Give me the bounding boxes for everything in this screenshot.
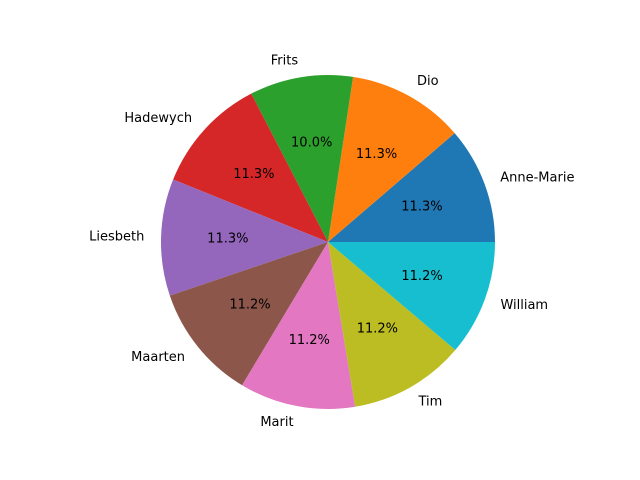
pie-slice-marit xyxy=(242,242,356,410)
slice-percent-liesbeth: 11.3% xyxy=(207,232,248,247)
slice-label-tim: Tim xyxy=(418,394,443,409)
slice-label-maarten: Maarten xyxy=(131,350,185,365)
pie-slice-frits xyxy=(251,75,354,242)
slice-percent-william: 11.2% xyxy=(401,269,442,284)
slice-percent-anne-marie: 11.3% xyxy=(401,200,442,215)
slice-label-william: William xyxy=(500,298,548,313)
pie-slice-anne-marie xyxy=(328,133,495,242)
slice-percent-tim: 11.2% xyxy=(357,322,398,337)
slice-percent-hadewych: 11.3% xyxy=(233,167,274,182)
slice-label-marit: Marit xyxy=(260,415,293,430)
pie-slice-william xyxy=(328,242,495,351)
pie-slice-dio xyxy=(328,76,455,243)
slice-label-anne-marie: Anne-Marie xyxy=(500,171,574,186)
pie-slice-maarten xyxy=(169,242,328,386)
slice-percent-dio: 11.3% xyxy=(356,147,397,162)
slice-label-liesbeth: Liesbeth xyxy=(89,229,144,244)
pie-labels: Anne-Marie 11.3% Dio 11.3% Frits 10.0% Hadewyc… xyxy=(89,53,574,430)
pie-slices xyxy=(160,75,495,410)
slice-percent-marit: 11.2% xyxy=(289,333,330,348)
slice-label-frits: Frits xyxy=(271,53,299,68)
slice-label-dio: Dio xyxy=(417,74,439,89)
slice-percent-maarten: 11.2% xyxy=(229,297,270,312)
slice-percent-frits: 10.0% xyxy=(291,136,332,151)
pie-slice-liesbeth xyxy=(160,179,328,296)
pie-slice-tim xyxy=(328,242,456,407)
slice-label-hadewych: Hadewych xyxy=(124,111,192,126)
pie-slice-hadewych xyxy=(173,93,328,243)
